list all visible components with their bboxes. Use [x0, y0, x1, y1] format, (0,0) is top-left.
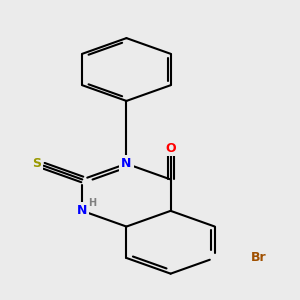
Text: N: N: [77, 204, 88, 218]
Text: N: N: [121, 157, 132, 170]
Text: H: H: [88, 198, 97, 208]
Text: Br: Br: [251, 251, 267, 265]
Text: O: O: [165, 142, 176, 154]
Text: S: S: [32, 157, 41, 170]
